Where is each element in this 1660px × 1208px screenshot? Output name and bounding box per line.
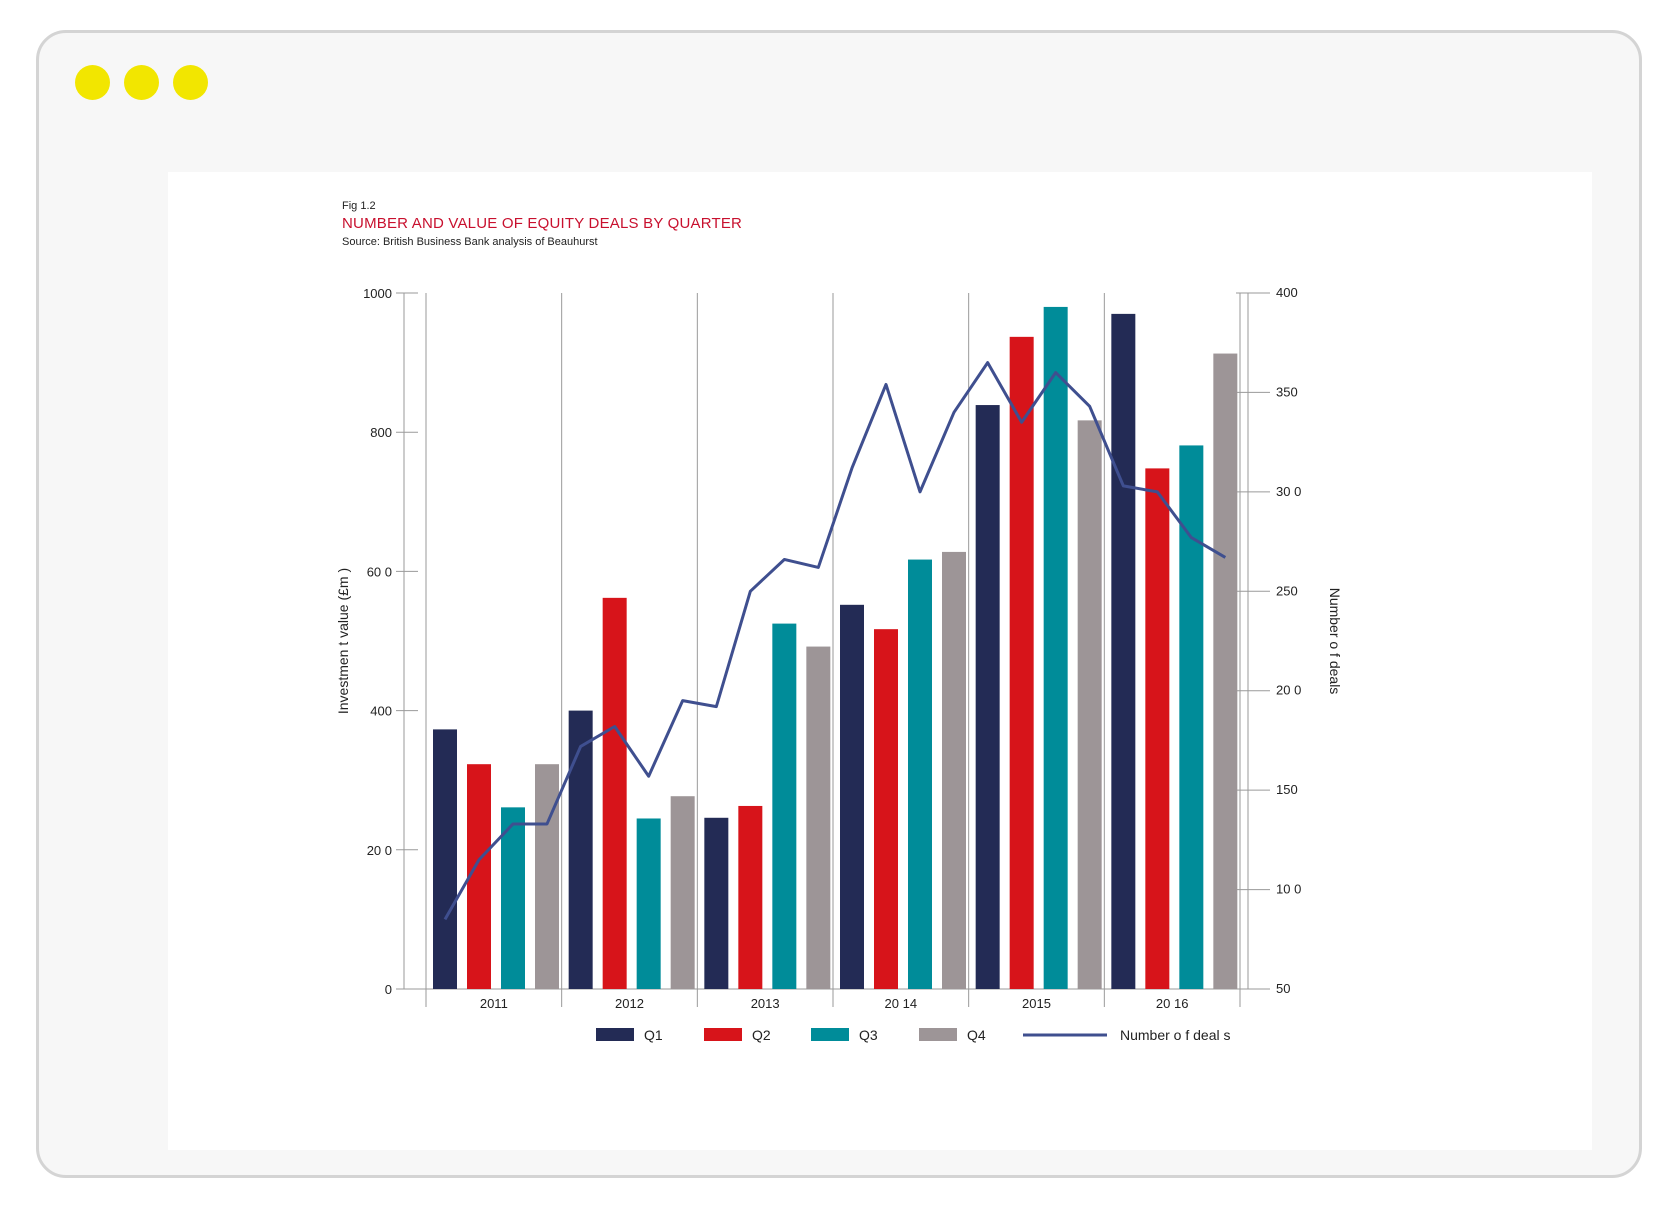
window-dot-1[interactable] bbox=[75, 65, 110, 100]
bar-q2 bbox=[1145, 468, 1170, 990]
figure-caption: Fig 1.2 NUMBER AND VALUE OF EQUITY DEALS… bbox=[342, 200, 742, 248]
bar-q1 bbox=[433, 729, 457, 989]
window-dot-3[interactable] bbox=[173, 65, 208, 100]
bar-q1 bbox=[704, 817, 729, 989]
x-tick-label: 2011 bbox=[480, 996, 508, 1011]
y2-axis-title: Number o f deals bbox=[1327, 588, 1343, 695]
y-tick-label: 20 0 bbox=[367, 843, 392, 858]
figure-label: Fig 1.2 bbox=[342, 200, 376, 212]
bar-q4 bbox=[1077, 420, 1102, 989]
bar-q4 bbox=[806, 646, 831, 989]
legend-swatch-q1 bbox=[596, 1028, 634, 1041]
y2-tick-label: 50 bbox=[1276, 981, 1290, 996]
y-tick-label: 800 bbox=[370, 425, 392, 440]
legend-swatch-q3 bbox=[811, 1028, 849, 1041]
bar-q1 bbox=[975, 405, 1000, 989]
x-tick-label: 20 14 bbox=[885, 996, 918, 1011]
y2-tick-label: 30 0 bbox=[1276, 484, 1301, 499]
bar-q4 bbox=[670, 796, 695, 989]
bar-q3 bbox=[908, 559, 932, 989]
window-dot-2[interactable] bbox=[124, 65, 159, 100]
legend-label-q4: Q4 bbox=[967, 1027, 986, 1043]
y2-tick-label: 20 0 bbox=[1276, 683, 1301, 698]
legend-label-deals: Number o f deal s bbox=[1120, 1027, 1231, 1043]
x-tick-label: 2012 bbox=[615, 996, 644, 1011]
bar-q4 bbox=[535, 764, 559, 989]
legend-swatch-q2 bbox=[704, 1028, 742, 1041]
bar-q1 bbox=[840, 604, 864, 989]
bar-q4 bbox=[1213, 353, 1238, 989]
bar-q1 bbox=[1111, 313, 1136, 989]
browser-frame: Fig 1.2 NUMBER AND VALUE OF EQUITY DEALS… bbox=[36, 30, 1642, 1178]
bar-q3 bbox=[772, 623, 797, 989]
x-tick-label: 2013 bbox=[751, 996, 780, 1011]
figure-title: NUMBER AND VALUE OF EQUITY DEALS BY QUAR… bbox=[342, 215, 743, 232]
x-tick-label: 2015 bbox=[1022, 996, 1051, 1011]
y-tick-label: 1000 bbox=[363, 286, 392, 301]
y2-tick-label: 250 bbox=[1276, 583, 1298, 598]
y-axis-title: Investmen t value (£m ) bbox=[335, 568, 351, 714]
bar-q3 bbox=[636, 818, 661, 989]
legend-label-q3: Q3 bbox=[859, 1027, 878, 1043]
legend-swatch-q4 bbox=[919, 1028, 957, 1041]
deals-line bbox=[443, 361, 1227, 921]
y2-tick-label: 150 bbox=[1276, 782, 1298, 797]
bar-q2 bbox=[874, 629, 898, 989]
x-tick-label: 20 16 bbox=[1156, 996, 1189, 1011]
y-tick-label: 60 0 bbox=[367, 564, 392, 579]
y2-tick-label: 400 bbox=[1276, 285, 1298, 300]
y2-tick-label: 10 0 bbox=[1276, 882, 1301, 897]
bar-q3 bbox=[501, 807, 525, 989]
bar-q4 bbox=[942, 551, 966, 989]
figure-source: Source: British Business Bank analysis o… bbox=[342, 236, 598, 248]
y2-tick-label: 350 bbox=[1276, 384, 1298, 399]
bar-q2 bbox=[738, 805, 763, 989]
figure-panel: Fig 1.2 NUMBER AND VALUE OF EQUITY DEALS… bbox=[168, 172, 1592, 1150]
y-tick-label: 400 bbox=[370, 704, 392, 719]
legend-label-q2: Q2 bbox=[752, 1027, 771, 1043]
bar-q3 bbox=[1043, 306, 1068, 989]
legend-label-q1: Q1 bbox=[644, 1027, 663, 1043]
bar-q2 bbox=[602, 597, 627, 989]
bar-q2 bbox=[1009, 336, 1034, 989]
y-tick-label: 0 bbox=[385, 982, 392, 997]
bar-q1 bbox=[568, 710, 593, 989]
